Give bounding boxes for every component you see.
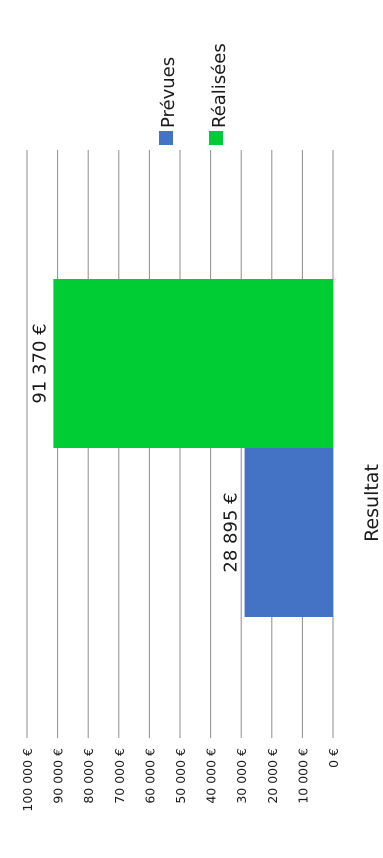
legend-item-prevues-swatch (159, 131, 173, 145)
y-tick-label: 80 000 € (81, 748, 96, 804)
bar-prevues (244, 448, 333, 617)
category-label: Resultat (361, 464, 383, 542)
legend-item-realisees-label: Réalisées (209, 43, 230, 128)
y-tick-label: 40 000 € (204, 748, 219, 804)
bar-realisees (53, 279, 333, 448)
legend-item-realisees-swatch (209, 131, 223, 145)
data-label: 91 370 € (29, 323, 50, 403)
y-tick-label: 30 000 € (234, 748, 249, 804)
y-tick-label: 50 000 € (173, 748, 188, 804)
y-tick-label: 20 000 € (265, 748, 280, 804)
y-tick-label: 10 000 € (295, 748, 310, 804)
y-tick-label: 100 000 € (20, 748, 35, 812)
y-tick-label: 0 € (326, 748, 341, 768)
legend-item-prevues-label: Prévues (158, 57, 179, 128)
y-tick-label: 90 000 € (51, 748, 66, 804)
y-tick-label: 70 000 € (112, 748, 127, 804)
data-label: 28 895 € (221, 492, 242, 572)
y-tick-label: 60 000 € (142, 748, 157, 804)
